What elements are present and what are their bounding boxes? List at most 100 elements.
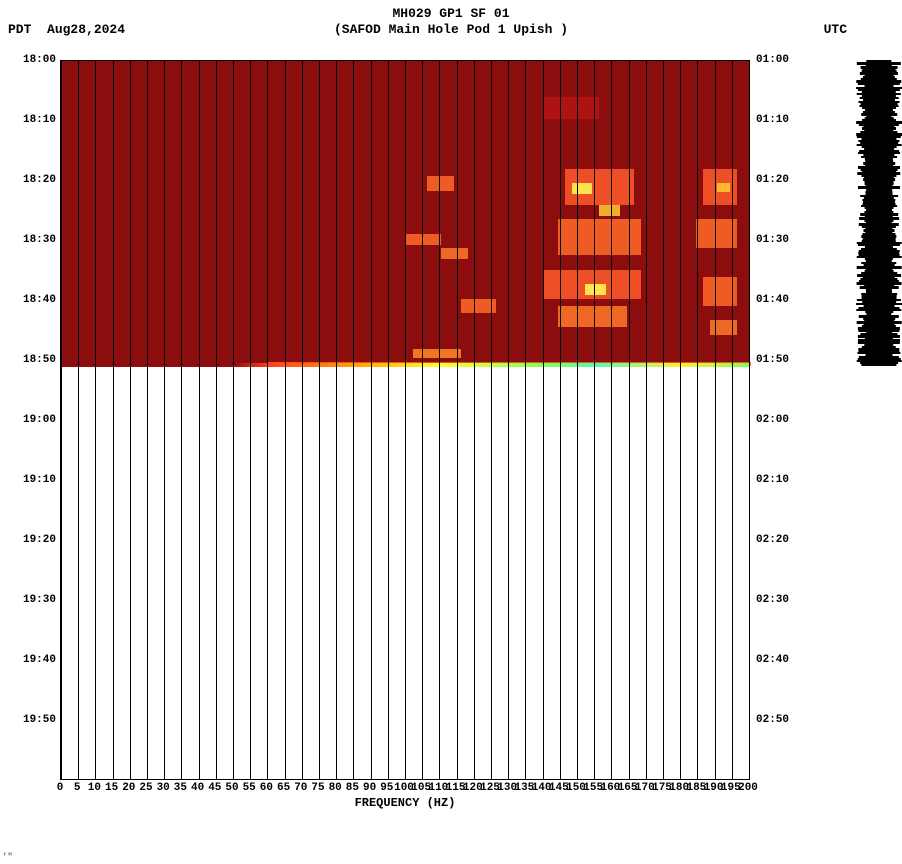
x-tick-label: 20 <box>122 782 135 794</box>
x-tick-label: 5 <box>74 782 81 794</box>
y-left-tick-label: 18:30 <box>23 234 56 246</box>
x-tick-label: 45 <box>208 782 221 794</box>
x-tick-label: 40 <box>191 782 204 794</box>
header-left: PDT Aug28,2024 <box>8 22 125 37</box>
gridline-vertical <box>732 61 733 779</box>
y-right-tick-label: 01:30 <box>756 234 789 246</box>
x-tick-label: 85 <box>346 782 359 794</box>
y-left-tick-label: 18:20 <box>23 174 56 186</box>
gridline-vertical <box>611 61 612 779</box>
gridline-vertical <box>594 61 595 779</box>
gridline-vertical <box>302 61 303 779</box>
tz-left: PDT <box>8 22 31 37</box>
gridline-vertical <box>353 61 354 779</box>
gridline-vertical <box>199 61 200 779</box>
y-left-tick-label: 19:10 <box>23 474 56 486</box>
tz-right: UTC <box>824 22 847 37</box>
x-tick-label: 70 <box>294 782 307 794</box>
gridline-vertical <box>663 61 664 779</box>
chart-title-line2: (SAFOD Main Hole Pod 1 Upish ) <box>0 22 902 37</box>
gridline-vertical <box>560 61 561 779</box>
spectrogram-hotspot <box>427 176 455 190</box>
y-right-tick-label: 02:20 <box>756 534 789 546</box>
y-left-tick-label: 18:50 <box>23 354 56 366</box>
y-left-tick-label: 18:00 <box>23 54 56 66</box>
spectrogram-hotspot <box>717 183 731 192</box>
spectrogram-hotspot <box>406 234 441 245</box>
spectrogram-hotspot <box>565 169 634 205</box>
spectrogram-hotspot <box>544 270 641 299</box>
gridline-vertical <box>491 61 492 779</box>
y-right-tick-label: 02:40 <box>756 654 789 666</box>
y-left-tick-label: 19:00 <box>23 414 56 426</box>
x-tick-label: 25 <box>139 782 152 794</box>
gridline-vertical <box>371 61 372 779</box>
x-tick-label: 15 <box>105 782 118 794</box>
x-tick-label: 80 <box>329 782 342 794</box>
x-tick-label: 35 <box>174 782 187 794</box>
gridline-vertical <box>543 61 544 779</box>
x-tick-label: 10 <box>88 782 101 794</box>
x-tick-label: 55 <box>243 782 256 794</box>
spectrogram-plot <box>60 60 750 780</box>
gridline-vertical <box>697 61 698 779</box>
gridline-vertical <box>577 61 578 779</box>
spectrogram-hotspot <box>413 349 461 358</box>
y-left-tick-label: 19:20 <box>23 534 56 546</box>
x-tick-label: 50 <box>225 782 238 794</box>
gridline-vertical <box>285 61 286 779</box>
x-tick-label: 60 <box>260 782 273 794</box>
gridline-vertical <box>715 61 716 779</box>
spectrogram-hotspot <box>441 248 469 259</box>
gridline-vertical <box>147 61 148 779</box>
y-right-tick-label: 01:40 <box>756 294 789 306</box>
gridline-vertical <box>181 61 182 779</box>
gridline-vertical <box>439 61 440 779</box>
gridline-vertical <box>113 61 114 779</box>
spectrogram-hotspot <box>585 284 606 295</box>
spectrogram-hotspot <box>558 306 627 328</box>
gridline-vertical <box>164 61 165 779</box>
x-tick-label: 0 <box>57 782 64 794</box>
gridline-vertical <box>646 61 647 779</box>
spectrogram-hotspot <box>599 205 620 216</box>
gridline-vertical <box>130 61 131 779</box>
y-left-tick-label: 19:30 <box>23 594 56 606</box>
gridline-vertical <box>267 61 268 779</box>
x-tick-label: 30 <box>157 782 170 794</box>
footnote: '" <box>2 852 13 862</box>
y-right-tick-label: 02:30 <box>756 594 789 606</box>
y-left-tick-label: 19:50 <box>23 714 56 726</box>
gridline-vertical <box>525 61 526 779</box>
spectrogram-hotspot <box>572 183 593 194</box>
gridline-vertical <box>629 61 630 779</box>
x-tick-label: 90 <box>363 782 376 794</box>
gridline-vertical <box>61 61 62 779</box>
gridline-vertical <box>457 61 458 779</box>
spectrogram-page: { "header": { "title_line1": "MH029 GP1 … <box>0 0 902 864</box>
gridline-vertical <box>233 61 234 779</box>
x-axis-tick-labels: 0510152025303540455055606570758085909510… <box>60 782 750 796</box>
spectrogram-hotspot <box>544 97 599 119</box>
header-right: UTC <box>824 22 847 37</box>
x-tick-label: 95 <box>380 782 393 794</box>
gridline-vertical <box>78 61 79 779</box>
gridline-vertical <box>336 61 337 779</box>
y-right-tick-label: 01:50 <box>756 354 789 366</box>
gridline-vertical <box>95 61 96 779</box>
y-left-tick-label: 18:10 <box>23 114 56 126</box>
y-left-tick-label: 18:40 <box>23 294 56 306</box>
y-right-tick-label: 01:00 <box>756 54 789 66</box>
y-right-tick-label: 02:10 <box>756 474 789 486</box>
gridline-vertical <box>388 61 389 779</box>
y-right-tick-label: 02:50 <box>756 714 789 726</box>
gridline-vertical <box>319 61 320 779</box>
y-left-tick-label: 19:40 <box>23 654 56 666</box>
x-tick-label: 75 <box>311 782 324 794</box>
date-label: Aug28,2024 <box>47 22 125 37</box>
gridline-vertical <box>474 61 475 779</box>
y-right-tick-label: 01:20 <box>756 174 789 186</box>
waveform-row <box>861 364 896 367</box>
x-tick-label: 200 <box>738 782 758 794</box>
x-tick-label: 65 <box>277 782 290 794</box>
